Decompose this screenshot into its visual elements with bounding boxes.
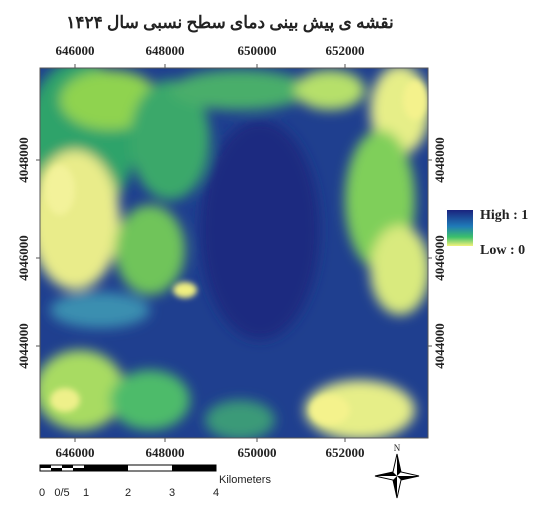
- scale-seg: [40, 465, 51, 468]
- x-coord-top: 650000: [238, 43, 277, 58]
- scale-label: 0/5: [54, 487, 69, 499]
- y-coord-right: 4048000: [432, 137, 447, 183]
- spot: [310, 395, 350, 425]
- map-frame: [39, 67, 429, 439]
- y-coord-left: 4048000: [16, 137, 31, 183]
- north-label: N: [394, 443, 401, 453]
- x-coord-top: 652000: [326, 43, 365, 58]
- scale-label: 1: [83, 487, 89, 499]
- zone: [130, 80, 210, 200]
- zone: [200, 120, 320, 340]
- scale-unit: Kilometers: [219, 474, 271, 486]
- zone: [40, 350, 125, 430]
- y-coord-right: 4044000: [432, 323, 447, 369]
- y-coord-left: 4046000: [16, 235, 31, 281]
- x-coord-bottom: 646000: [56, 445, 95, 460]
- zone: [110, 370, 190, 430]
- x-coord-top: 648000: [146, 43, 185, 58]
- scale-seg: [84, 465, 128, 471]
- spot: [50, 388, 80, 412]
- zone: [50, 292, 150, 328]
- y-coord-right: 4046000: [432, 235, 447, 281]
- zone: [205, 400, 275, 438]
- scale-label: 3: [169, 487, 175, 499]
- zone: [40, 150, 120, 290]
- coordinates: 646000 646000 648000 648000 650000 650000 6520…: [16, 43, 447, 460]
- raster: [40, 68, 428, 438]
- x-coord-bottom: 652000: [326, 445, 365, 460]
- legend-high: High : 1: [480, 208, 528, 223]
- spot: [403, 80, 427, 120]
- north-arrow: N: [374, 443, 420, 499]
- scale-seg: [51, 468, 62, 471]
- legend-low: Low : 0: [480, 243, 525, 258]
- scale-labels: 0 0/5 1 2 3 4: [39, 487, 219, 499]
- spot: [173, 282, 197, 298]
- scale-bar: [39, 464, 217, 472]
- x-coord-bottom: 650000: [238, 445, 277, 460]
- legend-ramp: [447, 210, 473, 246]
- scale-seg: [73, 468, 84, 471]
- scale-label: 0: [39, 487, 45, 499]
- compass-fill: [375, 454, 419, 498]
- y-coord-left: 4044000: [16, 323, 31, 369]
- scale-label: 2: [125, 487, 131, 499]
- x-coord-top: 646000: [56, 43, 95, 58]
- scale-seg: [172, 465, 216, 471]
- map-title: نقشه ی پیش بینی دمای سطح نسبی سال ۱۴۲۴: [66, 13, 393, 33]
- raster-spots: [45, 80, 427, 425]
- zone: [370, 225, 428, 315]
- x-coord-bottom: 648000: [146, 445, 185, 460]
- zone: [295, 70, 365, 110]
- scale-label: 4: [213, 487, 219, 499]
- zone: [170, 70, 310, 110]
- scale-seg: [62, 465, 73, 468]
- spot: [45, 165, 75, 215]
- zone: [115, 205, 185, 295]
